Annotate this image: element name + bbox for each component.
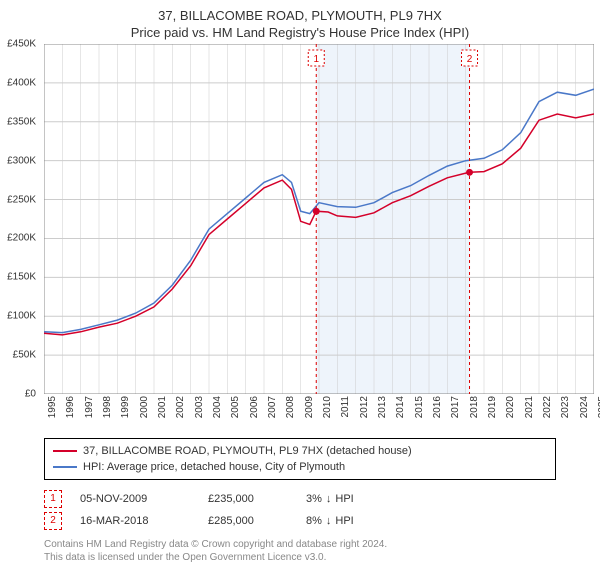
attribution-line: This data is licensed under the Open Gov…	[44, 551, 556, 564]
x-tick-label: 2013	[377, 396, 388, 418]
x-tick-label: 2003	[194, 396, 205, 418]
x-tick-label: 2007	[267, 396, 278, 418]
sale-badge: 2	[44, 512, 62, 530]
legend-label: HPI: Average price, detached house, City…	[83, 459, 345, 475]
y-tick-label: £50K	[13, 350, 36, 361]
sale-vs-label: HPI	[335, 510, 353, 532]
x-tick-label: 2008	[285, 396, 296, 418]
x-tick-label: 2020	[505, 396, 516, 418]
x-tick-label: 2006	[249, 396, 260, 418]
y-tick-label: £250K	[7, 194, 36, 205]
x-tick-label: 2000	[139, 396, 150, 418]
legend: 37, BILLACOMBE ROAD, PLYMOUTH, PL9 7HX (…	[44, 438, 556, 480]
y-tick-label: £150K	[7, 272, 36, 283]
x-tick-label: 2010	[322, 396, 333, 418]
chart-title-line1: 37, BILLACOMBE ROAD, PLYMOUTH, PL9 7HX	[0, 0, 600, 23]
y-tick-label: £100K	[7, 311, 36, 322]
x-tick-label: 2011	[340, 396, 351, 418]
chart-plot-wrap: £0£50K£100K£150K£200K£250K£300K£350K£400…	[44, 44, 594, 394]
x-tick-label: 1995	[47, 396, 58, 418]
x-tick-label: 2002	[175, 396, 186, 418]
x-tick-label: 1997	[84, 396, 95, 418]
x-tick-label: 2012	[359, 396, 370, 418]
sale-delta-pct: 3%	[306, 488, 322, 510]
attribution-line: Contains HM Land Registry data © Crown c…	[44, 538, 556, 551]
x-tick-label: 1996	[65, 396, 76, 418]
x-tick-label: 2021	[524, 396, 535, 418]
legend-label: 37, BILLACOMBE ROAD, PLYMOUTH, PL9 7HX (…	[83, 443, 412, 459]
x-tick-label: 2009	[304, 396, 315, 418]
legend-item: 37, BILLACOMBE ROAD, PLYMOUTH, PL9 7HX (…	[53, 443, 547, 459]
x-tick-label: 2004	[212, 396, 223, 418]
y-tick-label: £300K	[7, 155, 36, 166]
y-axis: £0£50K£100K£150K£200K£250K£300K£350K£400…	[0, 44, 40, 394]
sale-price: £235,000	[208, 488, 288, 510]
arrow-down-icon: ↓	[326, 510, 332, 532]
y-tick-label: £450K	[7, 39, 36, 50]
x-tick-label: 2023	[560, 396, 571, 418]
sale-delta-pct: 8%	[306, 510, 322, 532]
x-tick-label: 2024	[579, 396, 590, 418]
sale-date: 05-NOV-2009	[80, 488, 190, 510]
sale-badge: 1	[44, 490, 62, 508]
x-tick-label: 2015	[414, 396, 425, 418]
y-tick-label: £200K	[7, 233, 36, 244]
y-tick-label: £350K	[7, 116, 36, 127]
x-tick-label: 1998	[102, 396, 113, 418]
chart-container: 37, BILLACOMBE ROAD, PLYMOUTH, PL9 7HX P…	[0, 0, 600, 560]
x-tick-label: 2001	[157, 396, 168, 418]
sale-price: £285,000	[208, 510, 288, 532]
x-tick-label: 2019	[487, 396, 498, 418]
sales-table: 1 05-NOV-2009 £235,000 3% ↓ HPI 2 16-MAR…	[44, 488, 556, 532]
arrow-down-icon: ↓	[326, 488, 332, 510]
chart-svg: 12	[44, 44, 594, 394]
x-tick-label: 2005	[230, 396, 241, 418]
sale-date: 16-MAR-2018	[80, 510, 190, 532]
sale-delta: 3% ↓ HPI	[306, 488, 354, 510]
x-tick-label: 2016	[432, 396, 443, 418]
y-tick-label: £400K	[7, 77, 36, 88]
x-axis: 1995 1996 1997 1998 1999 2000 2001 2002 2003 2004…	[44, 394, 594, 430]
y-tick-label: £0	[25, 389, 36, 400]
sale-row: 2 16-MAR-2018 £285,000 8% ↓ HPI	[44, 510, 556, 532]
legend-swatch	[53, 466, 77, 468]
x-tick-label: 2022	[542, 396, 553, 418]
svg-text:1: 1	[313, 54, 319, 65]
attribution: Contains HM Land Registry data © Crown c…	[44, 538, 556, 564]
x-tick-label: 2014	[395, 396, 406, 418]
legend-item: HPI: Average price, detached house, City…	[53, 459, 547, 475]
x-tick-label: 1999	[120, 396, 131, 418]
x-tick-label: 2017	[450, 396, 461, 418]
chart-title-line2: Price paid vs. HM Land Registry's House …	[0, 23, 600, 44]
sale-row: 1 05-NOV-2009 £235,000 3% ↓ HPI	[44, 488, 556, 510]
legend-swatch	[53, 450, 77, 452]
sale-delta: 8% ↓ HPI	[306, 510, 354, 532]
svg-text:2: 2	[467, 54, 473, 65]
x-tick-label: 2018	[469, 396, 480, 418]
sale-vs-label: HPI	[335, 488, 353, 510]
